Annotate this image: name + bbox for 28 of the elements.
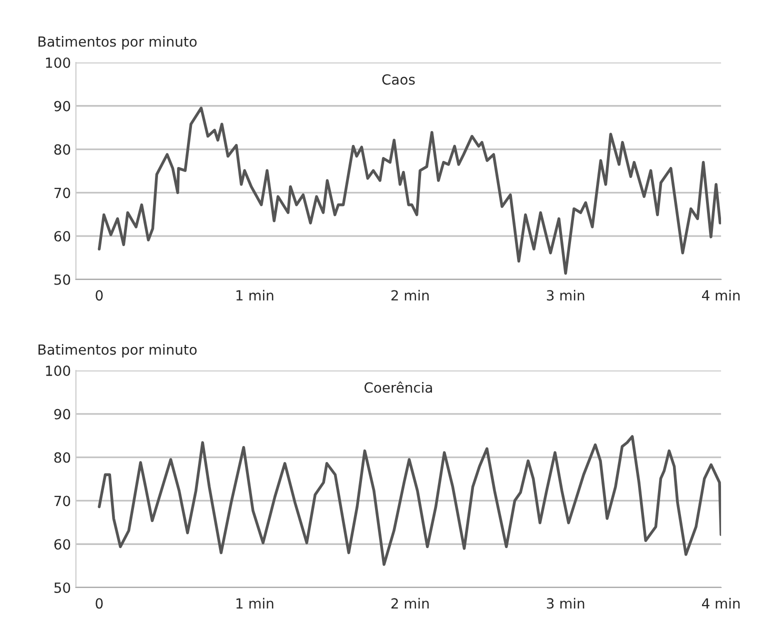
y-tick-label: 80 [54, 144, 70, 155]
x-tick-label: 0 [96, 290, 103, 301]
line-series [98, 106, 722, 275]
y-tick-label: 60 [54, 539, 70, 550]
y-tick-label: 60 [54, 231, 70, 242]
y-tick-label: 50 [54, 582, 70, 593]
y-axis-title: Batimentos por minuto [38, 36, 197, 50]
text: Coerência [364, 381, 432, 393]
x-tick-label: 0 [96, 598, 103, 609]
x-tick-label: 1 min [236, 598, 274, 608]
text: Caos [382, 74, 415, 85]
x-tick-label: 4 min [702, 290, 740, 300]
x-tick-label: 2 min [391, 598, 429, 608]
y-tick-label: 100 [46, 366, 70, 376]
x-tick-label: 1 min [236, 290, 274, 300]
y-tick-label: 70 [54, 496, 70, 506]
y-tick-label: 50 [54, 274, 70, 285]
x-tick-label: 2 min [391, 290, 429, 300]
x-tick-label: 3 min [546, 290, 584, 301]
y-tick-label: 70 [54, 188, 70, 198]
y-tick-label: 80 [54, 452, 70, 463]
y-tick-label: 100 [46, 57, 70, 68]
y-tick-label: 90 [54, 408, 70, 420]
line-series [98, 435, 722, 566]
y-tick-label: 90 [54, 100, 70, 112]
x-tick-label: 3 min [546, 598, 584, 609]
x-tick-label: 4 min [702, 598, 740, 608]
y-axis-title: Batimentos por minuto [38, 344, 197, 358]
